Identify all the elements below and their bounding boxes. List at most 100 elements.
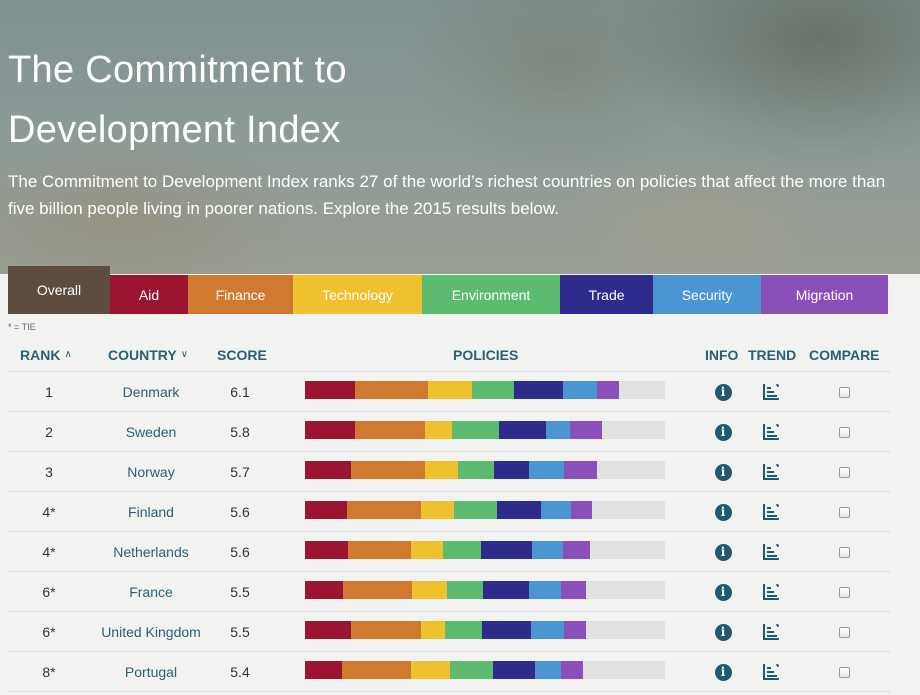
score-header-label: SCORE: [217, 346, 267, 363]
trend-chart-icon[interactable]: [762, 503, 780, 521]
rank-cell: 2: [45, 424, 53, 440]
policy-segment-technology: [421, 501, 455, 519]
info-icon[interactable]: i: [714, 583, 732, 601]
tab-aid[interactable]: Aid: [110, 275, 188, 314]
trend-chart-icon[interactable]: [762, 663, 780, 681]
info-icon[interactable]: i: [714, 383, 732, 401]
compare-checkbox[interactable]: [838, 506, 850, 518]
table-row: 2 Sweden 5.8 i: [8, 412, 890, 452]
country-cell[interactable]: United Kingdom: [101, 624, 201, 640]
policy-segment-aid: [305, 381, 356, 399]
info-icon[interactable]: i: [714, 543, 732, 561]
tab-overall[interactable]: Overall: [8, 266, 110, 314]
info-column-header: INFO: [705, 338, 738, 371]
policy-bar[interactable]: [305, 581, 665, 599]
policy-bar[interactable]: [305, 621, 665, 639]
compare-checkbox[interactable]: [838, 546, 850, 558]
tab-trade[interactable]: Trade: [560, 275, 653, 314]
policy-segment-technology: [410, 541, 443, 559]
policy-segment-security: [531, 621, 565, 639]
score-cell: 5.7: [230, 464, 250, 480]
policy-segment-environment: [445, 621, 483, 639]
policy-segment-trade: [497, 501, 542, 519]
rank-cell: 6*: [42, 584, 56, 600]
policy-segment-technology: [424, 421, 452, 439]
policy-segment-environment: [447, 581, 484, 599]
country-cell[interactable]: Finland: [128, 504, 174, 520]
policy-segment-migration: [570, 421, 603, 439]
tab-finance[interactable]: Finance: [188, 275, 293, 314]
score-cell: 5.6: [230, 544, 250, 560]
policy-segment-finance: [355, 381, 429, 399]
page-title-line-2: Development Index: [8, 109, 341, 151]
policy-segment-migration: [596, 381, 619, 399]
tab-migration[interactable]: Migration: [761, 275, 888, 314]
compare-cell: [836, 492, 852, 532]
compare-checkbox[interactable]: [838, 666, 850, 678]
policy-segment-trade: [492, 661, 535, 679]
info-icon[interactable]: i: [714, 663, 732, 681]
compare-checkbox[interactable]: [838, 586, 850, 598]
policy-bar[interactable]: [305, 421, 665, 439]
policy-segment-security: [541, 501, 571, 519]
trend-chart-icon[interactable]: [762, 623, 780, 641]
table-row: 6* France 5.5 i: [8, 572, 890, 612]
info-cell: i: [708, 492, 738, 532]
hero-banner: The Commitment to Development Index The …: [0, 0, 920, 274]
chevron-down-icon: ∨: [180, 349, 189, 360]
policy-bar[interactable]: [305, 381, 665, 399]
country-cell[interactable]: Norway: [127, 464, 175, 480]
compare-cell: [836, 372, 852, 412]
policy-segment-security: [532, 541, 564, 559]
country-cell[interactable]: Denmark: [122, 384, 180, 400]
policy-bar[interactable]: [305, 661, 665, 679]
policy-segment-aid: [305, 501, 348, 519]
trend-cell: [756, 532, 786, 572]
country-cell[interactable]: Portugal: [124, 664, 178, 680]
country-cell[interactable]: Sweden: [125, 424, 177, 440]
policy-segment-environment: [472, 381, 515, 399]
trend-chart-icon[interactable]: [762, 463, 780, 481]
policy-segment-migration: [570, 501, 592, 519]
score-column-header[interactable]: SCORE: [217, 338, 267, 371]
policy-segment-trade: [482, 621, 532, 639]
info-icon[interactable]: i: [714, 423, 732, 441]
policy-segment-finance: [342, 661, 412, 679]
compare-cell: [836, 572, 852, 612]
category-tabs: Overall Aid Finance Technology Environment Tr…: [8, 266, 888, 314]
policy-segment-migration: [561, 581, 587, 599]
policy-segment-trade: [481, 541, 533, 559]
info-icon[interactable]: i: [714, 463, 732, 481]
compare-cell: [836, 532, 852, 572]
policy-bar[interactable]: [305, 501, 665, 519]
country-cell[interactable]: France: [129, 584, 173, 600]
compare-column-header: COMPARE: [809, 338, 880, 371]
trend-header-label: TREND: [748, 346, 797, 363]
tab-technology[interactable]: Technology: [293, 275, 422, 314]
info-icon[interactable]: i: [714, 503, 732, 521]
compare-checkbox[interactable]: [838, 466, 850, 478]
country-cell[interactable]: Netherlands: [113, 544, 189, 560]
policy-segment-finance: [343, 581, 413, 599]
compare-checkbox[interactable]: [838, 386, 850, 398]
policy-bar[interactable]: [305, 541, 665, 559]
trend-chart-icon[interactable]: [762, 583, 780, 601]
rank-column-header[interactable]: RANK ∧: [20, 338, 72, 371]
trend-chart-icon[interactable]: [762, 543, 780, 561]
policy-segment-environment: [442, 541, 482, 559]
info-icon[interactable]: i: [714, 623, 732, 641]
table-header: RANK ∧ COUNTRY ∨ SCORE POLICIES INFO TRE…: [8, 338, 890, 372]
page-title: The Commitment to Development Index: [8, 40, 608, 160]
compare-checkbox[interactable]: [838, 626, 850, 638]
tab-security[interactable]: Security: [653, 275, 761, 314]
info-cell: i: [708, 612, 738, 652]
score-cell: 5.6: [230, 504, 250, 520]
country-column-header[interactable]: COUNTRY ∨: [108, 338, 188, 371]
policy-segment-trade: [514, 381, 564, 399]
trend-chart-icon[interactable]: [762, 423, 780, 441]
compare-checkbox[interactable]: [838, 426, 850, 438]
info-cell: i: [708, 652, 738, 692]
tab-environment[interactable]: Environment: [422, 275, 560, 314]
trend-chart-icon[interactable]: [762, 383, 780, 401]
policy-bar[interactable]: [305, 461, 665, 479]
